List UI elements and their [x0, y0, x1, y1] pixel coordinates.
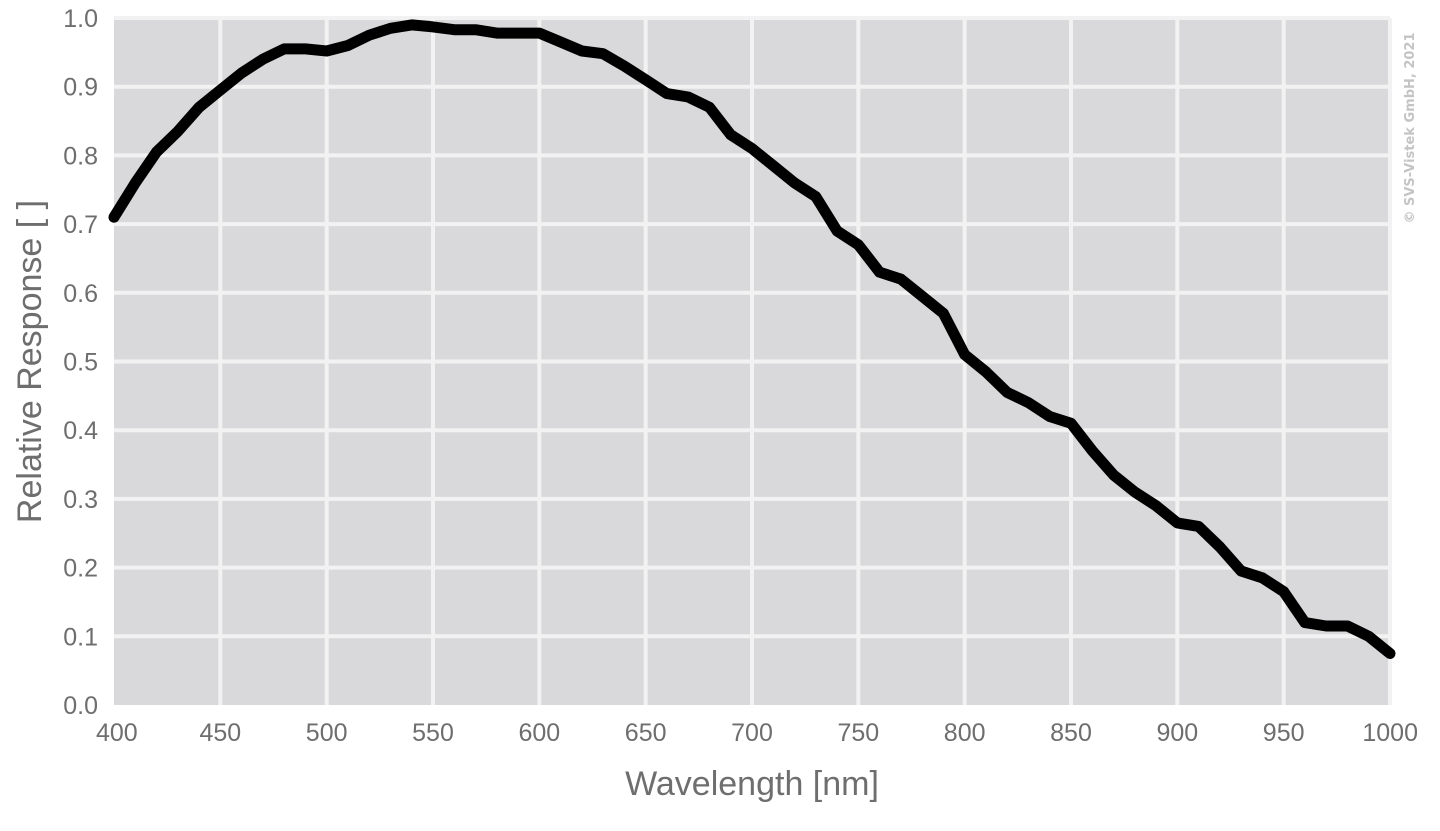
x-axis-title: Wavelength [nm]	[625, 765, 879, 803]
y-axis-title: Relative Response [ ]	[11, 200, 49, 523]
x-tick-label: 600	[518, 719, 560, 747]
x-tick-label: 1000	[1362, 719, 1418, 747]
y-tick-label: 0.8	[63, 142, 98, 170]
y-tick-label: 0.4	[63, 417, 98, 445]
x-tick-label: 950	[1263, 719, 1305, 747]
copyright-notice: © SVS-Vistek GmbH, 2021	[1403, 32, 1418, 223]
y-tick-label: 0.6	[63, 280, 98, 308]
x-tick-label: 650	[625, 719, 667, 747]
y-tick-label: 1.0	[63, 5, 98, 33]
x-tick-label: 500	[306, 719, 348, 747]
x-tick-label: 450	[199, 719, 241, 747]
y-tick-label: 0.0	[63, 692, 98, 720]
y-axis-ticks: 0.0 0.1 0.2 0.3 0.4 0.5 0.6 0.7 0.8 0.9 1.0	[63, 5, 98, 720]
x-tick-label: 900	[1156, 719, 1198, 747]
y-tick-label: 0.3	[63, 486, 98, 514]
x-axis-ticks: 400 450 500 550 600 650 700 750 800 850 900 950 1000	[96, 719, 1418, 747]
x-tick-label: 850	[1050, 719, 1092, 747]
x-tick-label: 550	[412, 719, 454, 747]
series-line-response	[108, 19, 1396, 659]
x-tick-label: 400	[96, 719, 138, 747]
x-tick-label: 750	[837, 719, 879, 747]
x-tick-label: 700	[731, 719, 773, 747]
x-tick-label: 800	[944, 719, 986, 747]
y-tick-label: 0.7	[63, 211, 98, 239]
y-tick-label: 0.9	[63, 74, 98, 102]
y-tick-label: 0.1	[63, 623, 98, 651]
y-tick-label: 0.5	[63, 349, 98, 377]
y-tick-label: 0.2	[63, 555, 98, 583]
